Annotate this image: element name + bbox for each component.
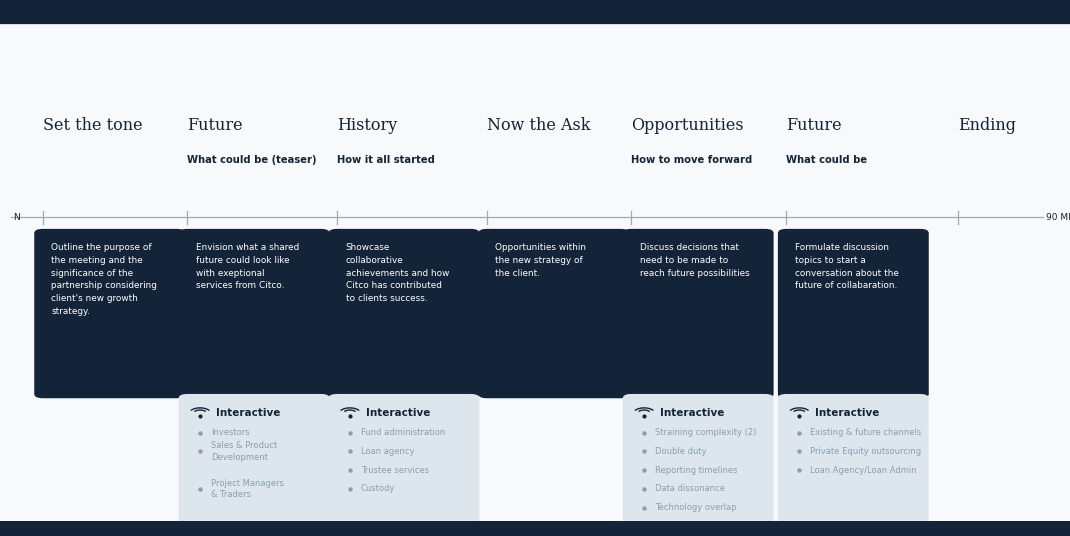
Text: N: N	[13, 213, 19, 221]
Text: Opportunities within
the new strategy of
the client.: Opportunities within the new strategy of…	[495, 243, 586, 278]
Text: Managment: Managment	[211, 522, 261, 531]
Text: Straining complexity (2): Straining complexity (2)	[655, 428, 756, 437]
Text: What could be: What could be	[786, 155, 868, 166]
Text: Data dissonance: Data dissonance	[655, 485, 724, 493]
FancyBboxPatch shape	[778, 229, 929, 398]
Text: Private Equity outsourcing: Private Equity outsourcing	[810, 447, 921, 456]
Text: Project Managers
& Traders: Project Managers & Traders	[211, 479, 284, 499]
FancyBboxPatch shape	[0, 0, 1070, 24]
Text: Custody: Custody	[361, 485, 395, 493]
Text: Discuss decisions that
need to be made to
reach future possibilities: Discuss decisions that need to be made t…	[640, 243, 750, 278]
Text: Outline the purpose of
the meeting and the
significance of the
partnership consi: Outline the purpose of the meeting and t…	[51, 243, 157, 316]
Text: Formulate discussion
topics to start a
conversation about the
future of collabar: Formulate discussion topics to start a c…	[795, 243, 899, 291]
Text: What could be (teaser): What could be (teaser)	[187, 155, 317, 166]
Text: Envision what a shared
future could look like
with exeptional
services from Citc: Envision what a shared future could look…	[196, 243, 299, 291]
FancyBboxPatch shape	[179, 229, 330, 398]
Text: Technology overlap: Technology overlap	[655, 503, 736, 512]
Text: Future: Future	[187, 117, 243, 134]
Text: Sales & Product
Development: Sales & Product Development	[211, 441, 277, 461]
FancyBboxPatch shape	[623, 229, 774, 398]
Text: How it all started: How it all started	[337, 155, 434, 166]
FancyBboxPatch shape	[778, 394, 929, 536]
Text: How to move forward: How to move forward	[631, 155, 752, 166]
FancyBboxPatch shape	[0, 521, 1070, 536]
Text: Double duty: Double duty	[655, 447, 706, 456]
FancyBboxPatch shape	[623, 394, 774, 536]
Text: Loan agency: Loan agency	[361, 447, 414, 456]
Text: Fund administration: Fund administration	[361, 428, 445, 437]
Text: Future: Future	[786, 117, 842, 134]
Text: Reporting timelines: Reporting timelines	[655, 466, 737, 474]
Text: Interactive: Interactive	[660, 408, 724, 418]
FancyBboxPatch shape	[328, 229, 479, 398]
Text: Interactive: Interactive	[366, 408, 430, 418]
Text: Interactive: Interactive	[815, 408, 880, 418]
Text: Showcase
collaborative
achievements and how
Citco has contributed
to clients suc: Showcase collaborative achievements and …	[346, 243, 449, 303]
Text: Investors: Investors	[211, 428, 249, 437]
Text: Interactive: Interactive	[216, 408, 280, 418]
Text: Set the tone: Set the tone	[43, 117, 142, 134]
FancyBboxPatch shape	[179, 394, 330, 536]
Text: Loan Agency/Loan Admin: Loan Agency/Loan Admin	[810, 466, 917, 474]
Text: Opportunities: Opportunities	[631, 117, 744, 134]
Text: Existing & future channels: Existing & future channels	[810, 428, 921, 437]
Text: Ending: Ending	[958, 117, 1015, 134]
FancyBboxPatch shape	[328, 394, 479, 536]
Text: Now the Ask: Now the Ask	[487, 117, 591, 134]
FancyBboxPatch shape	[34, 229, 185, 398]
FancyBboxPatch shape	[478, 229, 629, 398]
Text: History: History	[337, 117, 397, 134]
Text: 90 MIN: 90 MIN	[1046, 213, 1070, 221]
Text: Trustee services: Trustee services	[361, 466, 429, 474]
